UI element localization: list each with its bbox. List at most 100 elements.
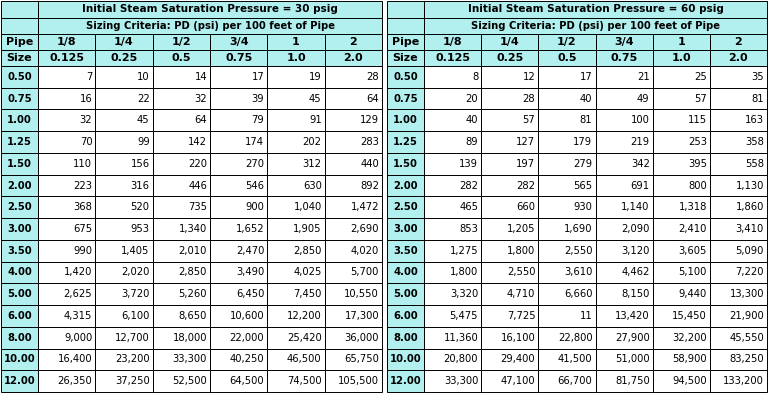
Text: Size: Size <box>7 53 32 63</box>
Bar <box>38 1 382 18</box>
Text: 8.00: 8.00 <box>7 332 31 343</box>
Text: 11: 11 <box>580 311 592 321</box>
Bar <box>387 1 424 18</box>
Bar <box>482 240 538 262</box>
Bar <box>387 34 424 50</box>
Bar <box>95 34 153 50</box>
Bar <box>387 110 424 131</box>
Bar <box>595 50 653 66</box>
Text: 1,130: 1,130 <box>736 180 764 191</box>
Bar <box>210 110 267 131</box>
Text: 1.0: 1.0 <box>286 53 306 63</box>
Text: 89: 89 <box>465 137 478 147</box>
Bar <box>653 196 710 218</box>
Bar <box>387 327 424 349</box>
Bar <box>387 174 424 196</box>
Text: 1/4: 1/4 <box>500 37 520 47</box>
Text: 12.00: 12.00 <box>4 376 35 386</box>
Text: 22,000: 22,000 <box>230 332 264 343</box>
Bar <box>482 370 538 392</box>
Bar <box>424 283 482 305</box>
Bar <box>38 262 95 283</box>
Bar <box>538 153 595 174</box>
Bar <box>153 196 210 218</box>
Text: 64: 64 <box>194 115 207 125</box>
Text: 6,100: 6,100 <box>121 311 150 321</box>
Text: 3,610: 3,610 <box>564 268 592 277</box>
Text: 65,750: 65,750 <box>344 354 379 364</box>
Bar <box>1 66 38 88</box>
Text: 0.75: 0.75 <box>611 53 637 63</box>
Bar <box>653 305 710 327</box>
Bar <box>153 50 210 66</box>
Text: 99: 99 <box>137 137 150 147</box>
Text: 1,140: 1,140 <box>621 202 650 212</box>
Text: 3.00: 3.00 <box>393 224 418 234</box>
Text: 395: 395 <box>688 159 707 169</box>
Bar <box>653 370 710 392</box>
Text: 28: 28 <box>366 72 379 82</box>
Text: 23,200: 23,200 <box>115 354 150 364</box>
Bar <box>1 110 38 131</box>
Text: 81,750: 81,750 <box>615 376 650 386</box>
Bar <box>325 66 382 88</box>
Text: 10,600: 10,600 <box>230 311 264 321</box>
Text: 0.25: 0.25 <box>111 53 137 63</box>
Bar <box>153 66 210 88</box>
Bar <box>95 88 153 110</box>
Bar <box>538 131 595 153</box>
Text: 17: 17 <box>580 72 592 82</box>
Bar <box>1 88 38 110</box>
Text: 12.00: 12.00 <box>389 376 422 386</box>
Bar <box>595 370 653 392</box>
Bar <box>95 349 153 370</box>
Bar <box>653 240 710 262</box>
Text: 174: 174 <box>245 137 264 147</box>
Bar <box>267 283 325 305</box>
Text: 19: 19 <box>309 72 322 82</box>
Bar <box>1 218 38 240</box>
Text: 3,120: 3,120 <box>621 246 650 256</box>
Text: 0.25: 0.25 <box>496 53 523 63</box>
Bar <box>153 283 210 305</box>
Text: 1,690: 1,690 <box>564 224 592 234</box>
Text: 691: 691 <box>631 180 650 191</box>
Bar <box>387 66 424 88</box>
Text: 1,800: 1,800 <box>450 268 478 277</box>
Text: 83,250: 83,250 <box>730 354 764 364</box>
Text: 105,500: 105,500 <box>338 376 379 386</box>
Bar <box>267 110 325 131</box>
Bar <box>210 66 267 88</box>
Bar <box>538 305 595 327</box>
Text: 9,000: 9,000 <box>64 332 92 343</box>
Bar <box>482 327 538 349</box>
Text: 1,905: 1,905 <box>293 224 322 234</box>
Bar <box>710 327 767 349</box>
Text: 2: 2 <box>734 37 743 47</box>
Bar <box>210 88 267 110</box>
Text: 1.00: 1.00 <box>7 115 32 125</box>
Text: 2.0: 2.0 <box>343 53 363 63</box>
Bar <box>38 349 95 370</box>
Text: 1.00: 1.00 <box>393 115 418 125</box>
Bar <box>267 131 325 153</box>
Text: 220: 220 <box>188 159 207 169</box>
Bar <box>387 88 424 110</box>
Text: 57: 57 <box>522 115 535 125</box>
Bar <box>653 34 710 50</box>
Bar <box>153 174 210 196</box>
Bar <box>424 1 767 18</box>
Text: 6,450: 6,450 <box>236 289 264 299</box>
Text: 0.75: 0.75 <box>7 94 31 104</box>
Bar <box>38 66 95 88</box>
Bar <box>424 196 482 218</box>
Bar <box>325 349 382 370</box>
Bar <box>210 196 267 218</box>
Bar <box>267 349 325 370</box>
Text: Pipe: Pipe <box>6 37 33 47</box>
Text: 312: 312 <box>303 159 322 169</box>
Text: 129: 129 <box>360 115 379 125</box>
Bar <box>482 34 538 50</box>
Text: 900: 900 <box>246 202 264 212</box>
Text: 7,725: 7,725 <box>507 311 535 321</box>
